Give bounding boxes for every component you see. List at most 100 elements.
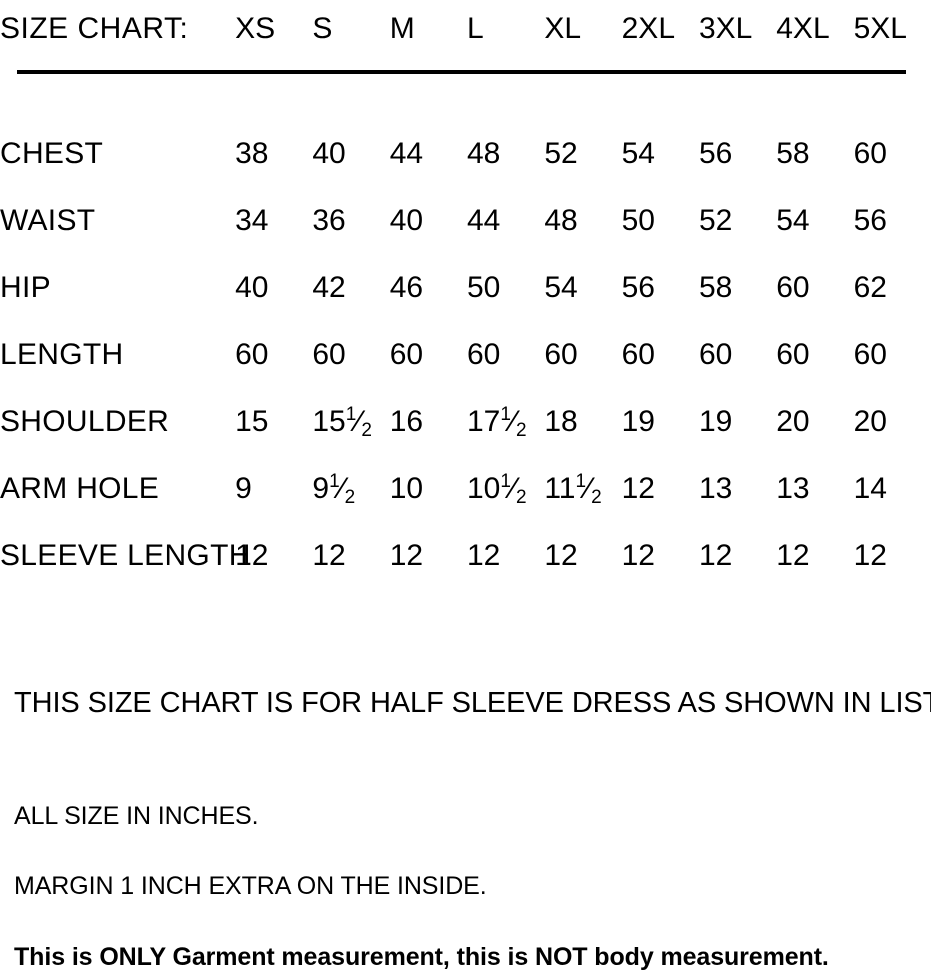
measurement-value: 19 — [699, 388, 776, 455]
value-whole: 12 — [698, 539, 733, 572]
value-whole: 46 — [389, 271, 424, 304]
measurement-value: 13 — [776, 455, 853, 522]
value-whole: 12 — [312, 539, 346, 572]
value-whole: 14 — [853, 472, 887, 505]
measurement-value: 56 — [699, 120, 776, 187]
measurement-value: 36 — [312, 187, 389, 254]
value-whole: 19 — [621, 405, 655, 438]
measurement-value: 13 — [699, 455, 776, 522]
measurement-value: 58 — [776, 120, 853, 187]
measurement-value: 60 — [544, 321, 621, 388]
fractional-value: 91⁄2 — [312, 471, 355, 507]
value-whole: 40 — [312, 137, 346, 170]
value-whole: 56 — [853, 204, 887, 237]
measurement-value: 40 — [390, 187, 467, 254]
value-whole: 60 — [389, 338, 424, 371]
value-whole: 48 — [544, 204, 578, 237]
size-chart-table: SIZE CHART: XS S M L XL 2XL 3XL 4XL 5XL … — [0, 0, 931, 589]
measurement-value: 44 — [467, 187, 544, 254]
value-whole: 50 — [621, 204, 655, 237]
value-whole: 60 — [621, 338, 655, 371]
value-whole: 48 — [467, 137, 501, 170]
fraction-solidus-icon: ⁄ — [339, 472, 345, 505]
value-whole: 20 — [776, 405, 810, 438]
value-whole: 50 — [467, 271, 501, 304]
fractional-value: 171⁄2 — [467, 405, 527, 441]
value-whole: 12 — [467, 539, 501, 572]
table-row: WAIST 34 36 40 44 48 50 52 54 56 — [0, 187, 931, 254]
measurement-value: 151⁄2 — [312, 388, 389, 455]
value-whole: 36 — [312, 204, 346, 237]
measurement-label: SLEEVE LENGTH — [0, 539, 251, 572]
measurement-value: 18 — [544, 388, 621, 455]
value-whole: 12 — [235, 539, 269, 572]
measurement-value: 50 — [467, 254, 544, 321]
value-whole: 52 — [698, 204, 733, 237]
value-whole: 12 — [389, 539, 424, 572]
fraction-denominator: 2 — [515, 420, 527, 441]
value-whole: 54 — [621, 137, 655, 170]
value-whole: 12 — [621, 539, 655, 572]
value-whole: 40 — [389, 204, 424, 237]
size-chart-header-row: SIZE CHART: XS S M L XL 2XL 3XL 4XL 5XL — [0, 0, 931, 58]
measurement-value: 60 — [312, 321, 389, 388]
measurement-label: ARM HOLE — [0, 472, 160, 505]
measurement-value: 16 — [390, 388, 467, 455]
measurement-value: 12 — [776, 522, 853, 589]
fractional-value: 151⁄2 — [312, 405, 372, 440]
measurement-value: 111⁄2 — [544, 455, 621, 522]
header-spacer-row — [0, 58, 931, 120]
measurement-value: 14 — [854, 455, 931, 522]
value-whole: 11 — [544, 472, 576, 505]
value-whole: 19 — [698, 405, 733, 438]
measurement-label: WAIST — [0, 204, 96, 237]
value-whole: 42 — [312, 271, 346, 304]
measurement-value: 12 — [622, 522, 699, 589]
header-spacer-cell — [0, 58, 931, 120]
measurement-value: 48 — [467, 120, 544, 187]
measurement-value: 52 — [544, 120, 621, 187]
measurement-value: 15 — [235, 388, 312, 455]
measurement-value: 12 — [312, 522, 389, 589]
fraction-numerator: 1 — [329, 471, 340, 492]
size-header-m: M — [389, 12, 415, 45]
measurement-value: 38 — [235, 120, 312, 187]
value-whole: 9 — [235, 472, 252, 505]
fraction-solidus-icon: ⁄ — [510, 405, 516, 438]
measurement-value: 60 — [776, 321, 853, 388]
value-whole: 10 — [389, 472, 424, 505]
measurement-value: 101⁄2 — [467, 455, 544, 522]
value-whole: 60 — [776, 271, 810, 304]
measurement-value: 12 — [235, 522, 312, 589]
measurement-value: 60 — [235, 321, 312, 388]
value-whole: 60 — [853, 137, 887, 170]
note-margin-extra: MARGIN 1 INCH EXTRA ON THE INSIDE. — [14, 872, 487, 900]
measurement-value: 60 — [854, 120, 931, 187]
fraction-denominator: 2 — [515, 487, 527, 508]
measurement-value: 60 — [776, 254, 853, 321]
size-header-l: L — [467, 12, 484, 45]
value-whole: 44 — [467, 204, 501, 237]
measurement-value: 58 — [699, 254, 776, 321]
size-chart-body: CHEST 38 40 44 48 52 54 56 58 60 WAIST 34 36 40 44 48 50… — [0, 120, 931, 589]
measurement-value: 54 — [544, 254, 621, 321]
value-whole: 38 — [235, 137, 269, 170]
measurement-value: 56 — [622, 254, 699, 321]
size-header-xs: XS — [235, 12, 276, 45]
size-header-xl: XL — [544, 12, 582, 45]
measurement-value: 52 — [699, 187, 776, 254]
table-row: CHEST 38 40 44 48 52 54 56 58 60 — [0, 120, 931, 187]
table-row: SHOULDER 15 151⁄2 16 171⁄2 18 19 19 20 20 — [0, 388, 931, 455]
value-whole: 12 — [621, 472, 655, 505]
measurement-value: 20 — [776, 388, 853, 455]
measurement-value: 12 — [467, 522, 544, 589]
size-header-4xl: 4XL — [776, 12, 830, 45]
measurement-value: 60 — [390, 321, 467, 388]
fractional-value: 101⁄2 — [467, 472, 527, 508]
measurement-value: 50 — [622, 187, 699, 254]
measurement-value: 62 — [854, 254, 931, 321]
measurement-label: HIP — [0, 271, 51, 304]
table-row: HIP 40 42 46 50 54 56 58 60 62 — [0, 254, 931, 321]
value-whole: 13 — [776, 472, 810, 505]
